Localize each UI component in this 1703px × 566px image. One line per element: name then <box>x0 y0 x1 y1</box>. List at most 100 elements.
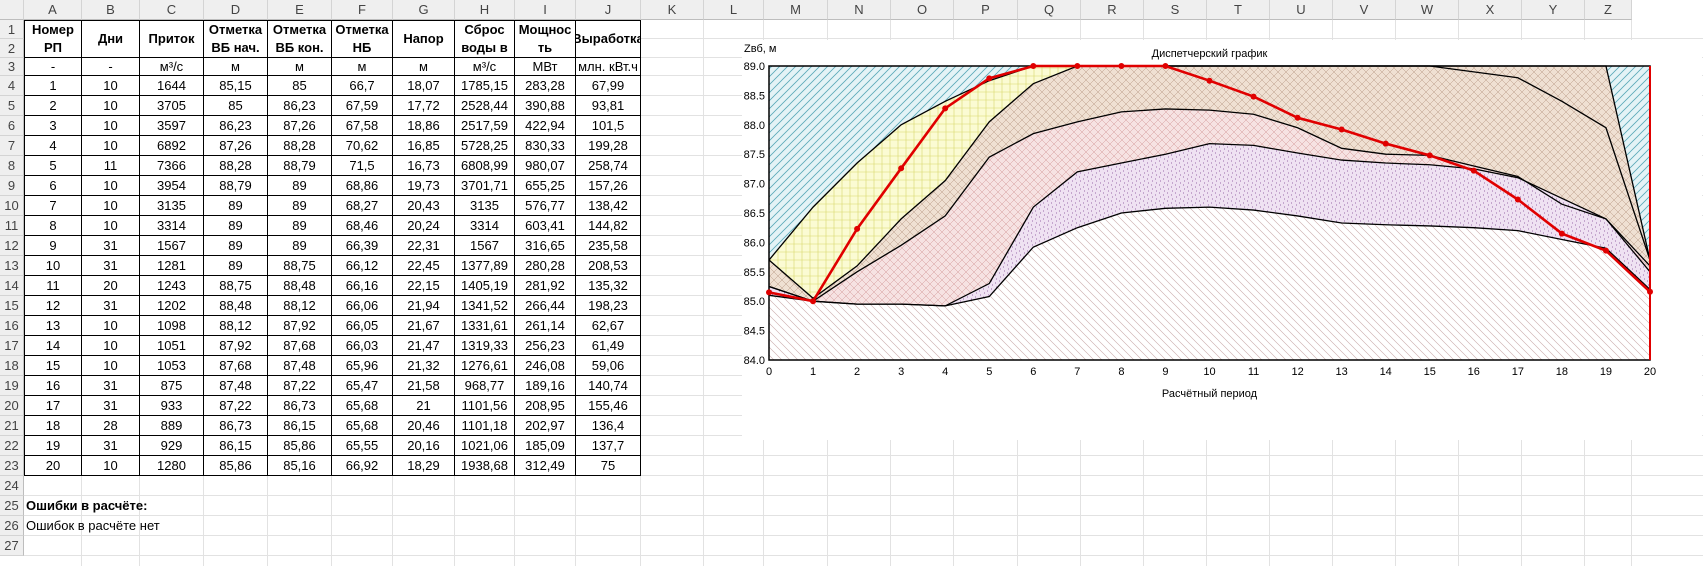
column-header-Y[interactable]: Y <box>1522 0 1585 20</box>
table-cell[interactable]: 1644 <box>140 76 204 96</box>
table-cell[interactable]: 87,92 <box>268 316 332 336</box>
table-cell[interactable]: 66,06 <box>332 296 393 316</box>
table-cell[interactable]: 1276,61 <box>455 356 515 376</box>
table-cell[interactable]: 86,73 <box>204 416 268 436</box>
table-cell[interactable]: 89 <box>204 256 268 276</box>
table-cell[interactable]: 1280 <box>140 456 204 476</box>
table-cell[interactable]: 1101,56 <box>455 396 515 416</box>
table-cell[interactable]: 67,99 <box>576 76 641 96</box>
table-cell[interactable]: 10 <box>82 356 140 376</box>
header-cell[interactable]: Отметка ВБ нач. <box>204 20 268 58</box>
table-cell[interactable]: 280,28 <box>515 256 576 276</box>
table-cell[interactable]: 6808,99 <box>455 156 515 176</box>
row-header-27[interactable]: 27 <box>0 536 24 556</box>
table-cell[interactable]: 22,45 <box>393 256 455 276</box>
table-cell[interactable]: 198,23 <box>576 296 641 316</box>
table-cell[interactable]: 88,79 <box>268 156 332 176</box>
table-cell[interactable]: 10 <box>82 336 140 356</box>
header-cell[interactable]: Выработка <box>576 20 641 58</box>
table-cell[interactable]: 11 <box>82 156 140 176</box>
column-header-E[interactable]: E <box>268 0 332 20</box>
column-header-O[interactable]: O <box>891 0 954 20</box>
table-cell[interactable]: 2 <box>24 96 82 116</box>
table-cell[interactable]: 21 <box>393 396 455 416</box>
table-cell[interactable]: 1341,52 <box>455 296 515 316</box>
table-cell[interactable]: 88,48 <box>204 296 268 316</box>
table-cell[interactable]: 28 <box>82 416 140 436</box>
table-cell[interactable]: 8 <box>24 216 82 236</box>
table-cell[interactable]: 3314 <box>140 216 204 236</box>
table-cell[interactable]: 281,92 <box>515 276 576 296</box>
table-cell[interactable]: 316,65 <box>515 236 576 256</box>
header-cell[interactable]: Напор <box>393 20 455 58</box>
row-header-1[interactable]: 1 <box>0 20 24 39</box>
table-cell[interactable]: 3701,71 <box>455 176 515 196</box>
column-header-Q[interactable]: Q <box>1018 0 1081 20</box>
row-header-2[interactable]: 2 <box>0 39 24 58</box>
table-cell[interactable]: 7366 <box>140 156 204 176</box>
row-header-13[interactable]: 13 <box>0 256 24 276</box>
table-cell[interactable]: 1021,06 <box>455 436 515 456</box>
table-cell[interactable]: 3135 <box>140 196 204 216</box>
table-cell[interactable]: 10 <box>82 136 140 156</box>
table-cell[interactable]: 18 <box>24 416 82 436</box>
table-cell[interactable]: 1319,33 <box>455 336 515 356</box>
table-cell[interactable]: 1785,15 <box>455 76 515 96</box>
table-cell[interactable]: 137,7 <box>576 436 641 456</box>
column-header-R[interactable]: R <box>1081 0 1144 20</box>
row-header-14[interactable]: 14 <box>0 276 24 296</box>
table-cell[interactable]: 66,05 <box>332 316 393 336</box>
table-cell[interactable]: 68,86 <box>332 176 393 196</box>
table-cell[interactable]: 59,06 <box>576 356 641 376</box>
table-cell[interactable]: 66,39 <box>332 236 393 256</box>
table-cell[interactable]: 87,22 <box>268 376 332 396</box>
column-header-G[interactable]: G <box>393 0 455 20</box>
table-cell[interactable]: 422,94 <box>515 116 576 136</box>
table-cell[interactable]: 1567 <box>140 236 204 256</box>
header-cell[interactable]: Мощнос ть <box>515 20 576 58</box>
table-cell[interactable]: 5 <box>24 156 82 176</box>
unit-cell[interactable]: м <box>268 58 332 76</box>
row-header-12[interactable]: 12 <box>0 236 24 256</box>
table-cell[interactable]: 65,68 <box>332 416 393 436</box>
table-cell[interactable]: 85,15 <box>204 76 268 96</box>
column-header-Z[interactable]: Z <box>1585 0 1632 20</box>
table-cell[interactable]: 7 <box>24 196 82 216</box>
table-cell[interactable]: 185,09 <box>515 436 576 456</box>
table-cell[interactable]: 89 <box>268 196 332 216</box>
table-cell[interactable]: 6 <box>24 176 82 196</box>
unit-cell[interactable]: МВт <box>515 58 576 76</box>
table-cell[interactable]: 2517,59 <box>455 116 515 136</box>
column-header-J[interactable]: J <box>576 0 641 20</box>
column-header-H[interactable]: H <box>455 0 515 20</box>
table-cell[interactable]: 830,33 <box>515 136 576 156</box>
unit-cell[interactable]: - <box>24 58 82 76</box>
table-cell[interactable]: 266,44 <box>515 296 576 316</box>
dispatch-chart[interactable]: 89.0 88.5 88.0 87.5 87.0 86.5 86.0 85.5 85.0 84.5… <box>742 40 1702 440</box>
table-cell[interactable]: 138,42 <box>576 196 641 216</box>
table-cell[interactable]: 10 <box>82 316 140 336</box>
table-cell[interactable]: 10 <box>82 116 140 136</box>
table-cell[interactable]: 258,74 <box>576 156 641 176</box>
row-header-16[interactable]: 16 <box>0 316 24 336</box>
table-cell[interactable]: 19 <box>24 436 82 456</box>
table-cell[interactable]: 62,67 <box>576 316 641 336</box>
table-cell[interactable]: 933 <box>140 396 204 416</box>
unit-cell[interactable]: м <box>393 58 455 76</box>
table-cell[interactable]: 68,46 <box>332 216 393 236</box>
table-cell[interactable]: 135,32 <box>576 276 641 296</box>
table-cell[interactable]: 86,15 <box>268 416 332 436</box>
table-cell[interactable]: 11 <box>24 276 82 296</box>
column-header-A[interactable]: A <box>24 0 82 20</box>
table-cell[interactable]: 10 <box>82 96 140 116</box>
table-cell[interactable]: 65,68 <box>332 396 393 416</box>
table-cell[interactable]: 86,15 <box>204 436 268 456</box>
table-cell[interactable]: 20,16 <box>393 436 455 456</box>
header-cell[interactable]: Отметка ВБ кон. <box>268 20 332 58</box>
table-cell[interactable]: 3314 <box>455 216 515 236</box>
row-header-5[interactable]: 5 <box>0 96 24 116</box>
table-cell[interactable]: 16,73 <box>393 156 455 176</box>
table-cell[interactable]: 88,12 <box>268 296 332 316</box>
table-cell[interactable]: 929 <box>140 436 204 456</box>
table-cell[interactable]: 31 <box>82 256 140 276</box>
